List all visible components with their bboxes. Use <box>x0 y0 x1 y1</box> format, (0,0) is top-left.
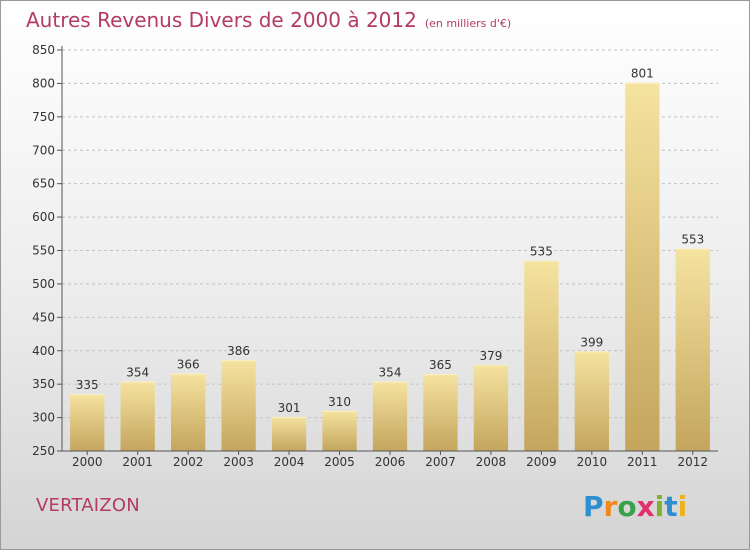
chart-title: Autres Revenus Divers de 2000 à 2012 (en … <box>26 8 511 32</box>
chart-unit: (en milliers d'€) <box>424 17 512 30</box>
bars <box>70 82 710 451</box>
bar-2010 <box>574 351 610 451</box>
bar-2012 <box>675 248 710 451</box>
data-label: 801 <box>631 67 654 81</box>
x-tick-label: 2006 <box>375 455 406 469</box>
x-tick-label: 2004 <box>274 455 305 469</box>
y-tick-label: 650 <box>32 177 55 191</box>
y-tick-label: 500 <box>32 277 55 291</box>
data-label: 535 <box>530 245 553 259</box>
y-tick-label: 600 <box>32 210 55 224</box>
bar-2011 <box>625 82 660 451</box>
commune-name: VERTAIZON <box>36 495 140 516</box>
bar-2001 <box>120 381 155 451</box>
y-tick-label: 400 <box>32 344 55 358</box>
bar-2000 <box>70 394 105 451</box>
axes: 250 300 350 400 450 500 550 600 650 700 750 800 850 2… <box>32 43 718 469</box>
bar-2003 <box>221 360 256 451</box>
data-label: 399 <box>580 335 603 349</box>
data-label: 365 <box>429 358 452 372</box>
y-tick-label: 450 <box>32 310 55 324</box>
data-label: 310 <box>328 395 351 409</box>
x-tick-label: 2007 <box>425 455 456 469</box>
data-label: 354 <box>379 365 402 379</box>
y-tick-label: 300 <box>32 411 55 425</box>
data-labels: 335 354 366 386 301 310 354 365 379 535 399 801 553 <box>76 67 704 415</box>
y-tick-label: 700 <box>32 143 55 157</box>
x-tick-label: 2011 <box>627 455 658 469</box>
bar-2009 <box>524 260 559 451</box>
x-tick-label: 2000 <box>72 455 103 469</box>
y-tick-label: 550 <box>32 244 55 258</box>
bar-2002 <box>170 373 206 451</box>
y-tick-label: 350 <box>32 377 55 391</box>
data-label: 379 <box>479 349 502 363</box>
data-label: 354 <box>126 365 149 379</box>
data-label: 386 <box>227 344 250 358</box>
x-tick-label: 2008 <box>476 455 507 469</box>
x-tick-label: 2010 <box>577 455 608 469</box>
data-label: 553 <box>681 232 704 246</box>
x-tick-label: 2002 <box>173 455 204 469</box>
y-tick-label: 850 <box>32 43 55 57</box>
x-tick-label: 2012 <box>677 455 708 469</box>
y-tick-label: 250 <box>32 444 55 458</box>
chart-title-text: Autres Revenus Divers de 2000 à 2012 <box>26 8 417 32</box>
x-tick-label: 2005 <box>324 455 355 469</box>
data-label: 301 <box>278 401 301 415</box>
bar-2006 <box>372 381 408 451</box>
y-tick-label: 800 <box>32 76 55 90</box>
x-tick-label: 2001 <box>122 455 153 469</box>
bar-2004 <box>271 416 307 451</box>
bar-2008 <box>473 364 509 451</box>
x-tick-label: 2003 <box>223 455 254 469</box>
proxiti-logo: Proxiti <box>583 490 688 523</box>
bar-2005 <box>322 410 357 451</box>
data-label: 335 <box>76 378 99 392</box>
grid-lines <box>62 49 718 419</box>
data-label: 366 <box>177 357 200 371</box>
x-tick-label: 2009 <box>526 455 557 469</box>
bar-2007 <box>423 374 458 451</box>
y-tick-label: 750 <box>32 110 55 124</box>
